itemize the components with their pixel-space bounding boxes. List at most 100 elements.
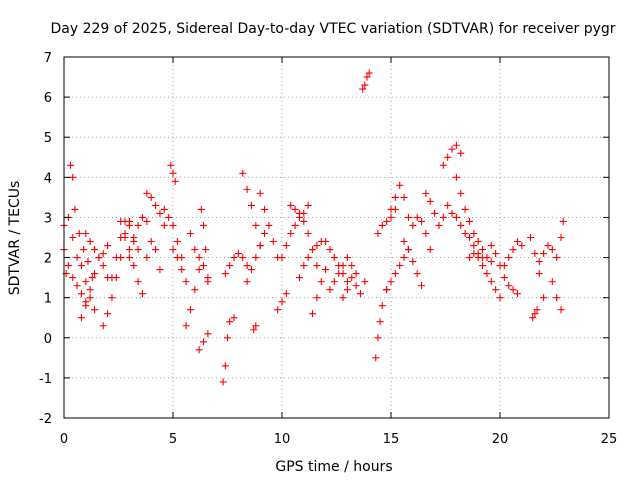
x-tick-label: 10	[274, 432, 291, 447]
data-point	[230, 314, 238, 322]
data-point	[326, 246, 334, 254]
series-arc-ax	[548, 278, 565, 314]
data-point	[99, 262, 107, 270]
data-point	[226, 262, 234, 270]
data-point	[167, 161, 175, 169]
data-point	[400, 238, 408, 246]
y-axis-label: SDTVAR / TECUs	[7, 181, 23, 296]
data-point	[339, 294, 347, 302]
data-point	[470, 250, 478, 258]
data-point	[479, 262, 487, 270]
data-point	[200, 221, 208, 229]
data-point	[67, 161, 75, 169]
data-point	[461, 229, 469, 237]
series-arc-a	[60, 213, 99, 314]
data-point	[77, 290, 85, 298]
y-tick-label: 5	[44, 131, 52, 146]
data-point	[197, 205, 205, 213]
series-arc-i	[125, 213, 151, 262]
data-point	[457, 149, 465, 157]
data-point	[295, 274, 303, 282]
data-point	[134, 246, 142, 254]
data-point	[169, 221, 177, 229]
series-arc-av	[529, 306, 541, 322]
series-arc-aj	[383, 246, 412, 294]
data-point	[387, 278, 395, 286]
series-arc-ai	[374, 205, 399, 237]
data-point	[143, 254, 151, 262]
data-point	[173, 254, 181, 262]
plot-frame	[63, 56, 610, 419]
series-arc-af	[339, 274, 369, 302]
series-arc-an	[422, 189, 447, 229]
series-arc-ap	[444, 201, 487, 262]
data-point	[243, 262, 251, 270]
data-point	[134, 221, 142, 229]
data-point	[309, 310, 317, 318]
series-arc-t	[221, 250, 251, 278]
data-point	[69, 274, 77, 282]
data-point	[182, 322, 190, 330]
data-point	[112, 254, 120, 262]
data-point	[247, 266, 255, 274]
data-point	[243, 278, 251, 286]
data-point	[147, 193, 155, 201]
data-point	[82, 302, 90, 310]
series-arc-h	[117, 217, 146, 298]
series-arc-u	[239, 169, 264, 250]
data-point	[313, 262, 321, 270]
data-point	[291, 221, 299, 229]
data-point	[178, 266, 186, 274]
data-point	[108, 274, 116, 282]
data-point	[387, 213, 395, 221]
data-point	[470, 242, 478, 250]
series-arc-f	[99, 217, 133, 330]
series-arc-am	[409, 213, 434, 254]
data-point	[483, 254, 491, 262]
series-arc-ay	[557, 217, 567, 241]
data-point	[195, 254, 203, 262]
data-point	[487, 278, 495, 286]
series-arc-e	[82, 229, 112, 282]
y-tick-label: 4	[44, 171, 52, 186]
data-point	[461, 205, 469, 213]
data-point	[88, 274, 96, 282]
data-point	[186, 306, 194, 314]
data-point	[191, 246, 199, 254]
data-point	[282, 290, 290, 298]
data-point	[531, 250, 539, 258]
data-point	[505, 282, 513, 290]
data-point	[426, 197, 434, 205]
data-point	[226, 318, 234, 326]
series-arc-s	[219, 314, 238, 386]
data-point	[73, 254, 81, 262]
data-point	[75, 229, 83, 237]
data-point	[376, 318, 384, 326]
data-point	[274, 306, 282, 314]
data-point	[252, 254, 260, 262]
data-point	[513, 290, 521, 298]
y-tick-label: 3	[44, 211, 52, 226]
data-point	[121, 229, 129, 237]
data-point	[505, 254, 513, 262]
data-point	[125, 221, 133, 229]
data-point	[250, 326, 258, 334]
data-point	[134, 278, 142, 286]
data-point	[335, 270, 343, 278]
data-point	[470, 229, 478, 237]
series-arc-q	[197, 205, 212, 282]
data-point	[452, 213, 460, 221]
data-point	[374, 229, 382, 237]
data-point	[295, 209, 303, 217]
data-point	[404, 246, 412, 254]
series-arc-ak	[387, 181, 412, 221]
data-point	[330, 254, 338, 262]
data-point	[372, 354, 380, 362]
data-point	[418, 217, 426, 225]
data-point	[557, 234, 565, 241]
data-point	[138, 213, 146, 221]
data-point	[548, 278, 556, 286]
data-point	[535, 258, 543, 266]
series-arc-v	[243, 229, 269, 286]
